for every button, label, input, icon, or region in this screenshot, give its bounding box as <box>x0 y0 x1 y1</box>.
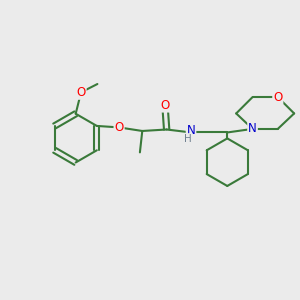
Text: O: O <box>160 99 170 112</box>
Text: N: N <box>248 122 257 135</box>
Text: H: H <box>184 134 191 144</box>
Text: O: O <box>115 121 124 134</box>
Text: N: N <box>187 124 195 137</box>
Text: O: O <box>76 86 86 99</box>
Text: O: O <box>273 91 282 103</box>
